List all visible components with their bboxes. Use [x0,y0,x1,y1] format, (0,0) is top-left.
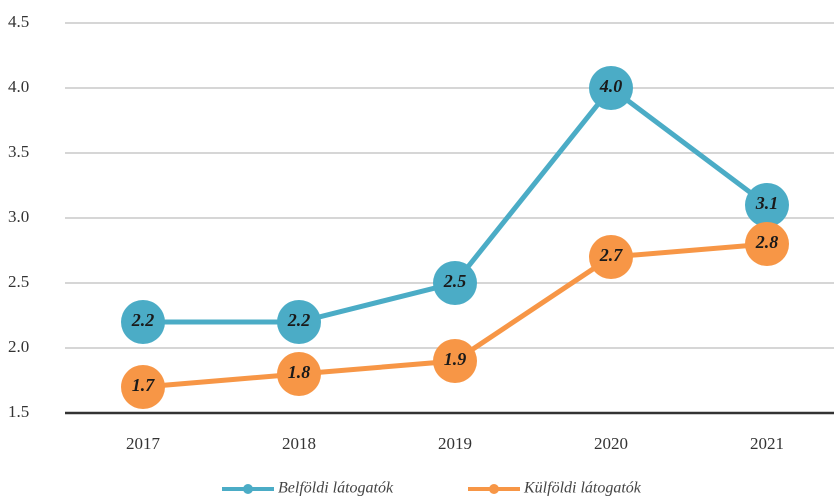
y-tick-label: 3.0 [8,207,29,226]
x-tick-label: 2020 [594,434,628,453]
data-label: 4.0 [599,76,623,96]
data-label: 3.1 [755,193,779,213]
data-label: 2.8 [755,232,779,252]
y-tick-label: 4.5 [8,12,29,31]
x-tick-label: 2021 [750,434,784,453]
data-point [433,261,477,305]
data-point [589,66,633,110]
data-label: 1.7 [132,375,156,395]
legend-label: Belföldi látogatók [278,480,394,497]
y-tick-label: 2.5 [8,272,29,291]
y-tick-label: 2.0 [8,337,29,356]
data-label: 2.5 [443,271,467,291]
data-point [745,222,789,266]
y-tick-label: 4.0 [8,77,29,96]
data-point [589,235,633,279]
data-point [121,365,165,409]
legend-marker [243,484,253,494]
data-label: 2.2 [287,310,311,330]
x-tick-label: 2018 [282,434,316,453]
data-point [277,300,321,344]
data-label: 1.8 [288,362,311,382]
data-point [433,339,477,383]
legend-marker [489,484,499,494]
data-label: 1.9 [444,349,467,369]
data-label: 2.7 [599,245,624,265]
data-point [745,183,789,227]
legend-label: Külföldi látogatók [523,480,642,497]
y-tick-label: 3.5 [8,142,29,161]
data-point [277,352,321,396]
y-tick-label: 1.5 [8,402,29,421]
x-tick-label: 2019 [438,434,472,453]
data-point [121,300,165,344]
x-tick-label: 2017 [126,434,161,453]
data-label: 2.2 [131,310,155,330]
